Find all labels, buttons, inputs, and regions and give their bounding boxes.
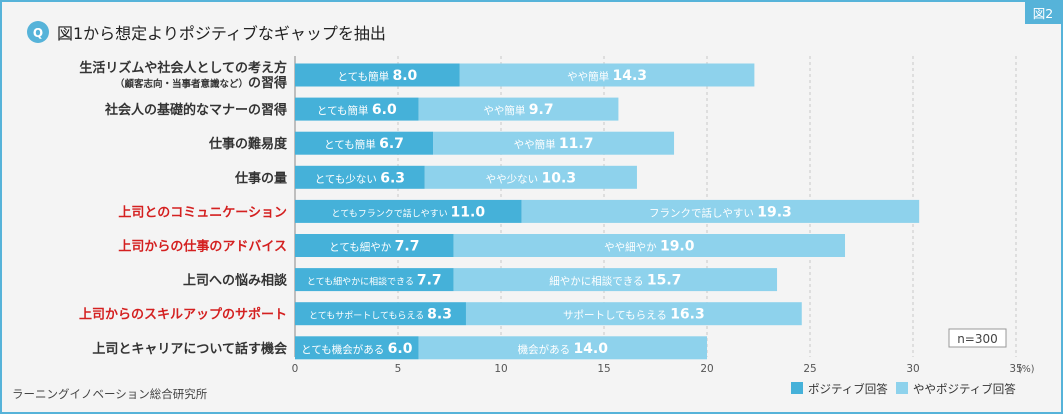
bar-positive [295,97,419,121]
x-tick-label: 35 [1009,363,1022,375]
bar-positive [295,302,466,326]
x-tick-label: 10 [494,363,507,375]
bar-positive-label: とてもフランクで話しやすい 11.0 [331,204,485,220]
source-credit: ラーニングイノベーション総合研究所 [12,387,208,401]
bar-somewhat [521,199,920,223]
bar-positive [295,63,460,87]
bar-positive-label: とても細やか 7.7 [329,239,419,255]
x-tick-label: 20 [700,363,713,375]
bar-somewhat-label: フランクで話しやすい 19.3 [649,204,792,220]
x-tick-label: 0 [292,363,299,375]
figure-tag: 図2 [1033,6,1053,21]
bar-somewhat-label: やや簡単 11.7 [514,136,594,152]
category-label: 上司からの仕事のアドバイス [118,239,287,255]
bar-somewhat [418,97,619,121]
bar-somewhat [424,165,637,189]
x-tick-label: 5 [395,363,402,375]
x-tick-label: 25 [803,363,816,375]
category-label: 生活リズムや社会人としての考え方 [79,60,287,76]
bar-somewhat-label: やや少ない 10.3 [486,170,576,186]
bar-positive-label: とてもサポートしてもらえる 8.3 [309,307,452,323]
chart-title: 図1から想定よりポジティブなギャップを抽出 [57,24,386,43]
category-label: 上司への悩み相談 [183,273,288,289]
q-badge-icon [27,21,49,43]
bar-positive-label: とても簡単 8.0 [337,68,417,84]
bar-somewhat-label: 機会がある 14.0 [518,341,609,357]
x-tick-label: 30 [906,363,919,375]
bar-positive [295,131,434,155]
bar-somewhat-label: サポートしてもらえる 16.3 [563,307,705,323]
category-label: 社会人の基礎的なマナーの習得 [104,102,287,118]
category-label: 仕事の量 [234,170,287,186]
x-unit-label: (%) [1018,364,1034,375]
bar-positive [295,165,425,189]
q-badge-label: Q [33,26,43,40]
bar-positive-label: とても機会がある 6.0 [301,341,413,357]
bar-positive [295,234,454,257]
bar-somewhat-label: やや細やか 19.0 [604,239,695,255]
bar-somewhat [418,336,707,360]
category-label: 上司からのスキルアップのサポート [79,307,287,323]
category-label: 上司とキャリアについて話す機会 [92,341,288,357]
category-label: 仕事の難易度 [208,136,288,152]
bar-somewhat [459,63,755,87]
legend-label-somewhat: ややポジティブ回答 [913,382,1016,396]
category-sublabel: （顧客志向・当事者意識など）の習得 [115,75,287,91]
bar-positive-label: とても簡単 6.0 [317,102,397,118]
legend-label-positive: ポジティブ回答 [808,382,888,396]
bar-positive-label: とても少ない 6.3 [315,170,405,186]
legend-swatch-somewhat [896,382,908,394]
sample-size-box [948,328,1007,348]
bar-somewhat-label: 細やかに相談できる 15.7 [549,273,681,289]
bar-somewhat [453,268,778,292]
bar-somewhat [433,131,675,155]
bar-positive-label: とても細やかに相談できる 7.7 [307,273,442,289]
sample-size-label: n=300 [957,332,998,346]
bar-positive-label: とても簡単 6.7 [324,136,404,152]
bar-somewhat-label: やや簡単 9.7 [483,102,553,118]
category-label: 上司とのコミュニケーション [118,205,287,220]
figure-tag-box [1025,2,1061,24]
bar-positive [295,336,419,360]
bar-positive [295,199,522,223]
legend-swatch-positive [791,382,803,394]
bar-somewhat [453,234,846,257]
bar-positive [295,268,454,292]
x-tick-label: 15 [597,363,610,375]
bar-somewhat [465,302,802,326]
bar-somewhat-label: やや簡単 14.3 [567,68,647,84]
